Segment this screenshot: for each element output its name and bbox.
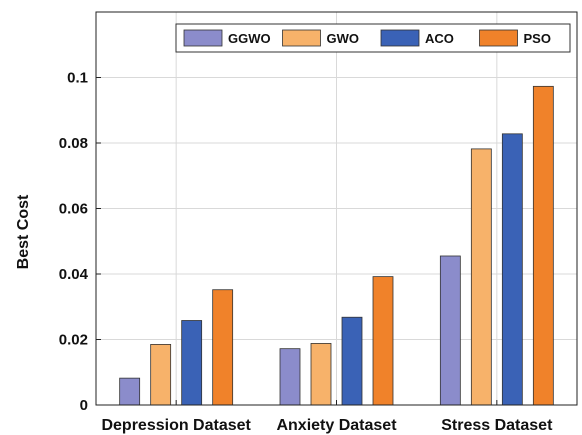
bar-pso-2 [372, 276, 394, 406]
y-axis: 0 0.02 0.04 0.06 0.08 0.1 [59, 70, 101, 414]
legend: GGWO GWO ACO PSO [175, 23, 571, 53]
y-tick-label: 0 [80, 397, 88, 414]
y-tick-label: 0.06 [59, 201, 88, 218]
bar-aco-1 [181, 320, 203, 406]
bar-pso-1 [212, 289, 234, 406]
bar-gwo-1 [150, 344, 172, 406]
y-tick-label: 0.1 [67, 70, 88, 87]
bar-gwo-2 [310, 343, 332, 406]
bar-ggwo-1 [119, 377, 141, 406]
y-tick-label: 0.08 [59, 135, 88, 152]
legend-swatch-pso [479, 29, 518, 47]
legend-swatch-gwo [282, 29, 321, 47]
y-tick-label: 0.04 [59, 266, 89, 283]
legend-label-aco: ACO [425, 31, 454, 46]
y-axis-title: Best Cost [15, 194, 32, 269]
grid [96, 12, 577, 406]
y-tick-label: 0.02 [59, 332, 88, 349]
x-axis: Depression Dataset Anxiety Dataset Stress … [101, 400, 553, 434]
legend-swatch-ggwo [183, 29, 223, 47]
bar-ggwo-3 [439, 255, 461, 406]
x-category-label: Anxiety Dataset [276, 417, 397, 434]
bar-aco-2 [341, 316, 363, 406]
bar-gwo-3 [470, 148, 492, 406]
bar-ggwo-2 [279, 348, 301, 406]
legend-label-gwo: GWO [327, 31, 360, 46]
legend-label-ggwo: GGWO [228, 31, 271, 46]
bar-aco-3 [501, 133, 523, 406]
legend-swatch-aco [380, 29, 420, 47]
x-category-label: Stress Dataset [441, 417, 553, 434]
x-category-label: Depression Dataset [101, 417, 251, 434]
legend-label-pso: PSO [524, 31, 551, 46]
bar-pso-3 [532, 85, 554, 406]
